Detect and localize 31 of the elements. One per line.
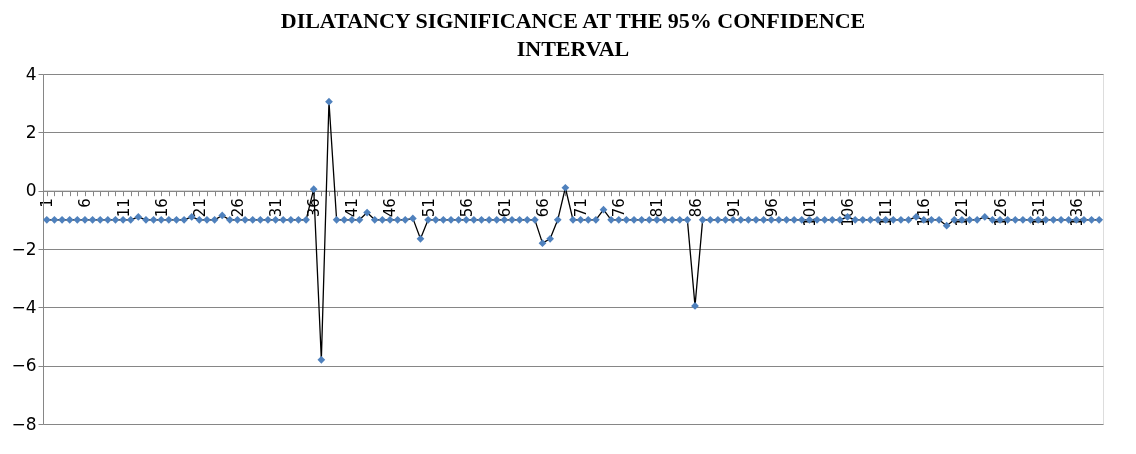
y-tick-label: −8 <box>11 413 37 434</box>
x-tick-label: 41 <box>343 198 362 218</box>
x-tick-label: 126 <box>991 198 1010 227</box>
y-tick-label: −6 <box>11 355 37 376</box>
x-tick-label: 56 <box>457 198 476 218</box>
x-tick-label: 106 <box>839 198 858 227</box>
chart-title: DILATANCY SIGNIFICANCE AT THE 95% CONFIDENCE INTERVAL <box>280 8 866 61</box>
y-tick-label: −2 <box>11 238 37 259</box>
x-tick-label: 11 <box>114 198 133 218</box>
x-tick-label: 51 <box>419 198 438 218</box>
x-tick-label: 6 <box>76 198 95 208</box>
x-tick-label: 1 <box>38 198 57 208</box>
x-tick-label: 76 <box>610 198 629 218</box>
x-tick-label: 31 <box>267 198 286 218</box>
x-tick-label: 116 <box>915 198 934 227</box>
y-tick-label: −4 <box>11 296 37 317</box>
y-tick-label: 2 <box>25 121 37 142</box>
x-tick-label: 26 <box>228 198 247 218</box>
x-tick-label: 81 <box>648 198 667 218</box>
x-tick-label: 101 <box>800 198 819 227</box>
x-tick-label: 21 <box>190 198 209 218</box>
x-tick-label: 71 <box>572 198 591 218</box>
y-tick-label: 0 <box>25 180 37 201</box>
x-tick-label: 96 <box>762 198 781 218</box>
x-tick-label: 16 <box>152 198 171 218</box>
x-tick-label: 86 <box>686 198 705 218</box>
x-tick-label: 66 <box>534 198 552 218</box>
x-tick-label: 61 <box>495 198 514 218</box>
x-tick-label: 46 <box>381 198 400 218</box>
y-tick-label: 4 <box>25 63 37 84</box>
x-tick-label: 91 <box>724 198 743 218</box>
